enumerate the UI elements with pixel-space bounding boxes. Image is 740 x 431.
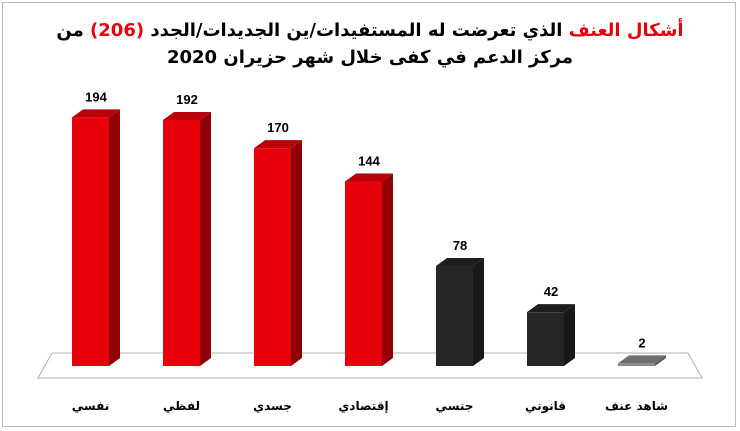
title-part: (206) <box>90 20 145 41</box>
bar-top <box>254 140 302 149</box>
bar-side <box>109 109 120 367</box>
data-label: 42 <box>544 284 558 299</box>
data-label: 2 <box>638 335 645 350</box>
bar <box>527 304 575 366</box>
bar-front <box>345 181 382 366</box>
category-label: شاهد عنف <box>605 399 668 413</box>
bar-front <box>163 119 200 367</box>
bar-side <box>382 173 393 366</box>
category-label: نفسي <box>72 399 110 413</box>
bar-side <box>564 304 575 366</box>
bar-top <box>72 109 120 118</box>
bar <box>163 111 211 367</box>
bar-front <box>527 312 564 366</box>
title-part: من <box>56 20 91 41</box>
bar-top <box>527 304 575 313</box>
bar-front <box>254 148 291 366</box>
bar-top <box>163 111 211 120</box>
bar-top <box>618 355 666 364</box>
bar <box>436 258 484 366</box>
category-label: جنسي <box>436 399 474 413</box>
data-label: 194 <box>85 89 107 104</box>
bar-side <box>291 140 302 366</box>
bar <box>345 173 393 366</box>
bar-side <box>473 258 484 366</box>
title-part: أشكال العنف <box>568 20 684 41</box>
bar <box>254 140 302 366</box>
category-label: لفظي <box>163 399 200 413</box>
bar-front <box>72 117 109 367</box>
bar <box>72 109 120 367</box>
title-part: الذي تعرضت له المستفيدات/ين الجديدات/الج… <box>144 20 569 41</box>
category-label: جسدي <box>253 399 292 413</box>
bar <box>618 355 666 366</box>
data-label: 170 <box>267 120 289 135</box>
data-label: 192 <box>176 92 198 107</box>
data-label: 78 <box>453 238 467 253</box>
category-label: إقتصادي <box>338 399 388 413</box>
bar-front <box>436 266 473 366</box>
data-label: 144 <box>358 153 380 168</box>
bar-top <box>436 258 484 267</box>
bar-side <box>200 111 211 367</box>
bar-top <box>345 173 393 182</box>
bar-side <box>655 355 666 366</box>
category-label: قانوني <box>525 399 566 414</box>
bar-front <box>618 363 655 366</box>
chart-title-line-2: مركز الدعم في كفى خلال شهر حزيران 2020 <box>166 47 574 68</box>
chart-title-line-1: أشكال العنف الذي تعرضت له المستفيدات/ين … <box>0 20 740 41</box>
